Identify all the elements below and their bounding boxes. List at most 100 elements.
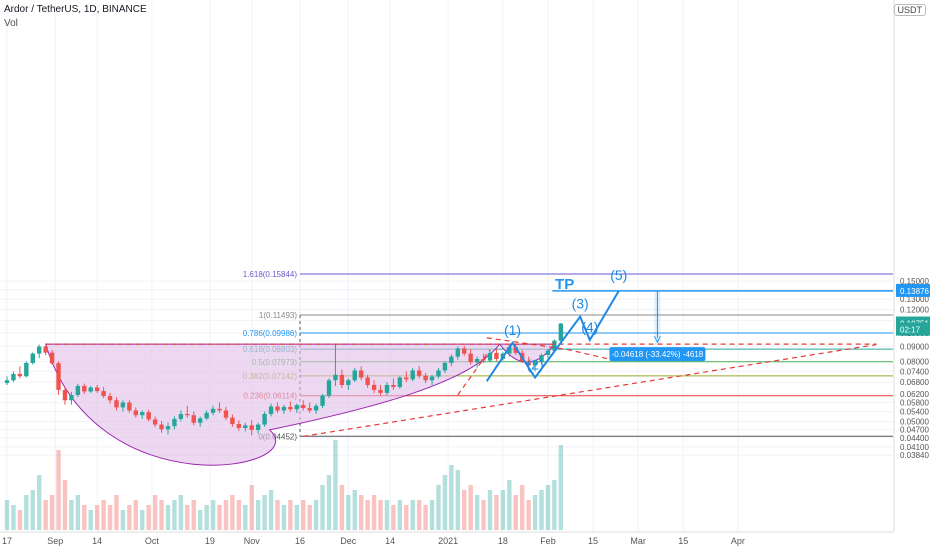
- candle-body: [217, 408, 222, 411]
- wave-path: [485, 290, 620, 382]
- candle-body: [49, 352, 55, 364]
- candle-body: [552, 340, 557, 351]
- volume-bar: [391, 505, 396, 530]
- handle-triangle-upper: [486, 337, 619, 362]
- candle-body: [24, 362, 29, 377]
- volume-bar: [359, 495, 364, 530]
- volume-bar: [539, 490, 544, 530]
- volume-bar: [410, 500, 415, 530]
- time-tick-label: 16: [295, 536, 305, 546]
- candle-body: [140, 412, 145, 416]
- volume-bar: [140, 510, 145, 530]
- measure-arrowhead: [653, 335, 661, 344]
- price-tick-label: 0.03840: [900, 451, 929, 460]
- candle-body: [101, 391, 106, 397]
- candle-body: [249, 425, 254, 430]
- time-tick-label: 15: [588, 536, 598, 546]
- time-tick-label: Nov: [244, 536, 261, 546]
- volume-bar: [468, 485, 473, 530]
- candle-body: [165, 426, 171, 430]
- volume-bar: [107, 505, 113, 530]
- time-tick-label: 18: [498, 536, 508, 546]
- time-tick-label: Dec: [340, 536, 357, 546]
- volume-bar: [294, 505, 299, 530]
- candle-body: [462, 348, 467, 354]
- candle-body: [442, 362, 448, 371]
- volume-bar: [88, 510, 93, 530]
- volume-bar: [82, 505, 87, 530]
- volume-bar: [62, 480, 68, 530]
- volume-bar: [365, 500, 370, 530]
- price-tick-label: 0.07400: [900, 367, 929, 376]
- volume-bar: [281, 505, 287, 530]
- volume-bar: [230, 495, 235, 530]
- volume-bar: [333, 440, 338, 530]
- volume-bar: [210, 500, 216, 530]
- candle-body: [146, 412, 151, 420]
- price-tick-label: 0.12000: [900, 305, 929, 314]
- candle-body: [236, 424, 242, 429]
- volume-bar: [532, 495, 538, 530]
- price-tick-label: 0.04400: [900, 434, 929, 443]
- candle-body: [558, 323, 564, 341]
- volume-bar: [346, 495, 351, 530]
- volume-bar: [307, 505, 312, 530]
- volume-bar: [423, 505, 428, 530]
- price-highlight-label: 0.13876: [900, 287, 929, 296]
- price-tick-label: 0.08000: [900, 357, 929, 366]
- candle-body: [114, 400, 119, 408]
- handle-triangle-lower: [457, 349, 491, 396]
- candle-body: [352, 370, 357, 381]
- wave-label: (4): [581, 319, 598, 335]
- volume-bar: [275, 500, 280, 530]
- candle-body: [69, 394, 74, 401]
- candle-body: [391, 384, 396, 387]
- candle-body: [75, 385, 81, 395]
- volume-bar: [339, 485, 345, 530]
- candle-body: [365, 377, 370, 385]
- currency-selector[interactable]: USDT: [893, 4, 926, 16]
- volume-bar: [320, 485, 325, 530]
- candle-body: [262, 414, 267, 425]
- chart-title: Ardor / TetherUS, 1D, BINANCE: [4, 4, 147, 15]
- candle-body: [281, 406, 287, 411]
- volume-bar: [500, 490, 506, 530]
- volume-bar: [487, 490, 493, 530]
- candle-body: [4, 380, 10, 384]
- volume-bar: [75, 495, 81, 530]
- volume-bar: [442, 475, 448, 530]
- price-tick-label: 0.09000: [900, 342, 929, 351]
- volume-bar: [249, 485, 254, 530]
- volume-bar: [37, 475, 42, 530]
- volume-bar: [371, 495, 377, 530]
- time-tick-label: Sep: [47, 536, 63, 546]
- price-tick-label: 0.05000: [900, 417, 929, 426]
- candle-body: [210, 408, 216, 413]
- cup-area: [44, 343, 501, 466]
- volume-bar: [507, 480, 512, 530]
- time-tick-label: 17: [2, 536, 12, 546]
- candle-body: [82, 385, 87, 392]
- candle-body: [346, 380, 351, 385]
- candle-body: [539, 355, 544, 363]
- volume-bar: [520, 485, 525, 530]
- volume-bar: [262, 495, 267, 530]
- candle-body: [56, 363, 61, 390]
- candle-body: [62, 389, 68, 401]
- volume-bar: [30, 490, 35, 530]
- volume-bar: [404, 505, 409, 530]
- time-tick-label: 14: [92, 536, 102, 546]
- volume-bar: [474, 495, 480, 530]
- candle-body: [120, 402, 126, 408]
- volume-bar: [436, 485, 441, 530]
- fib-level-label: 1(0.11493): [259, 311, 297, 320]
- volume-bar: [481, 500, 486, 530]
- volume-bar: [494, 495, 499, 530]
- volume-bar: [558, 445, 564, 530]
- volume-bar: [301, 500, 306, 530]
- volume-bar: [146, 505, 151, 530]
- volume-bar: [462, 490, 467, 530]
- volume-bar: [204, 505, 209, 530]
- candle-body: [301, 405, 306, 409]
